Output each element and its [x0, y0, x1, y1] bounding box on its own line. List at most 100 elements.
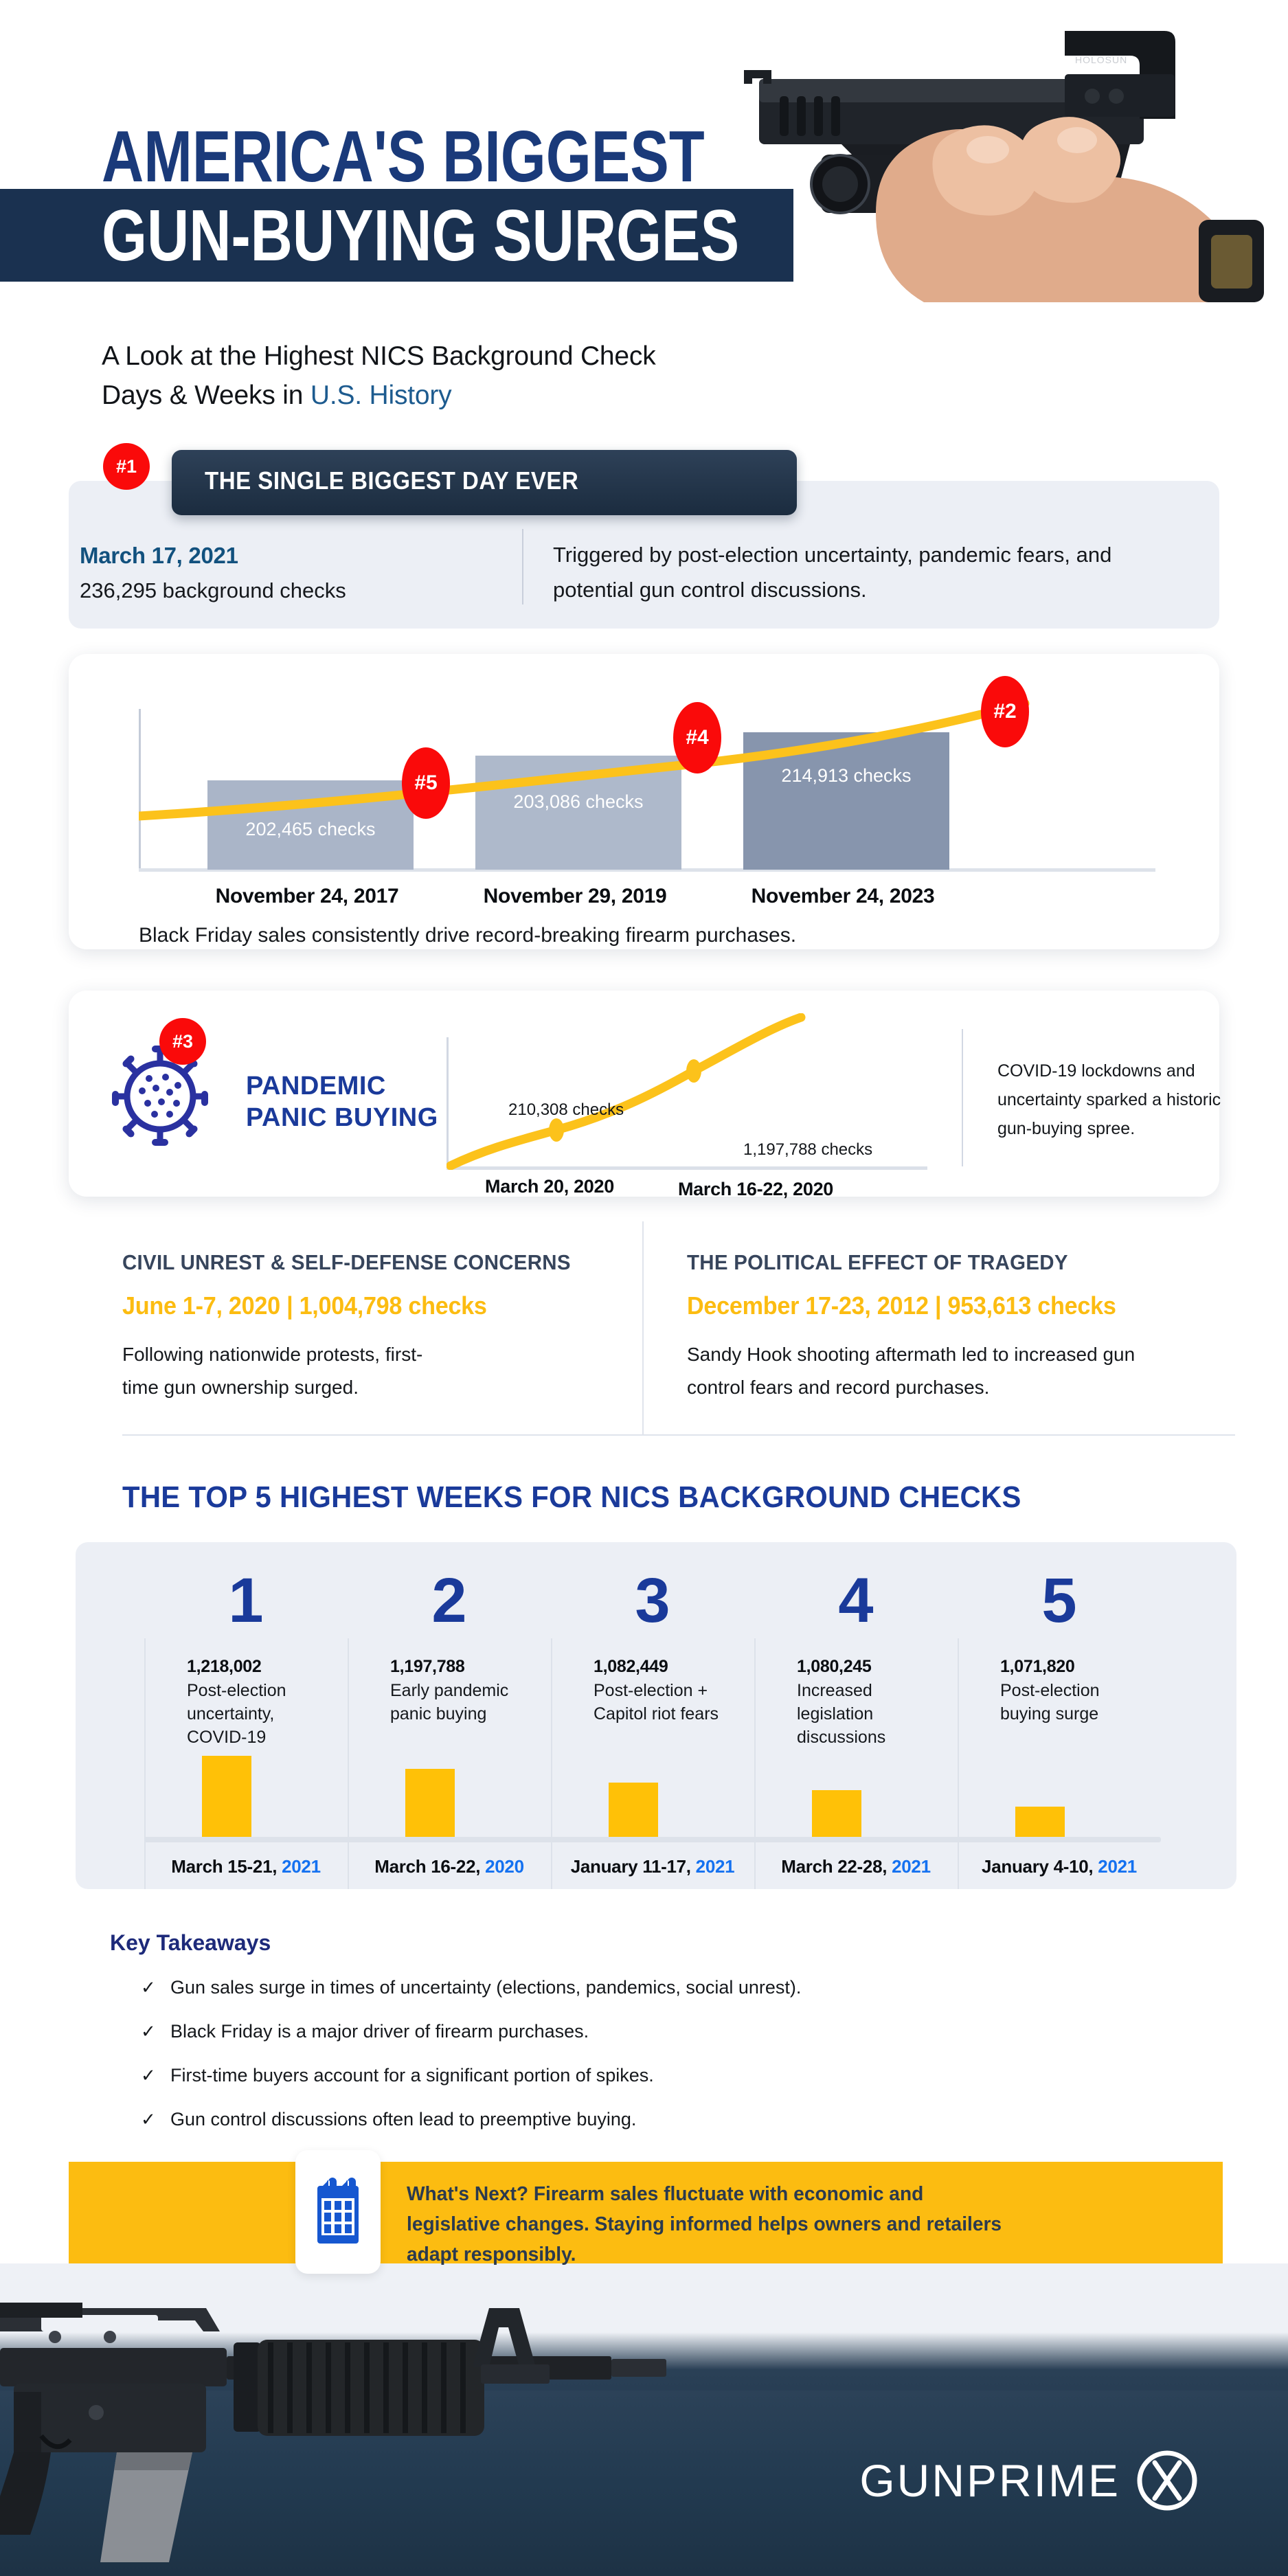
top5-value-3: 1,080,245 [797, 1657, 872, 1676]
brand-logo: GUNPRIME [859, 2449, 1199, 2512]
pandemic-point-label-1: 210,308 checks [508, 1100, 624, 1119]
top5-desc-3: Increased legislation discussions [797, 1681, 886, 1747]
check-icon-3: ✓ [141, 2109, 156, 2129]
top5-xlabel-year-3: 2021 [892, 1856, 931, 1877]
pandemic-xlabel-1: March 20, 2020 [485, 1176, 614, 1197]
single-biggest-day-description: Triggered by post-election uncertainty, … [553, 543, 1112, 602]
black-friday-xlabel-0: November 24, 2017 [215, 885, 399, 907]
pandemic-title: PANDEMIC PANIC BUYING [246, 1070, 438, 1133]
top5-desc-2: Post-election + Capitol riot fears [594, 1681, 719, 1724]
check-icon-1: ✓ [141, 2021, 156, 2042]
top5-barzone-0 [144, 1755, 348, 1838]
key-takeaway-item-1: Black Friday is a major driver of firear… [170, 2021, 589, 2042]
top5-separator-3 [754, 1638, 756, 1889]
top5-value-1: 1,197,788 [390, 1657, 465, 1676]
subtitle-line1: A Look at the Highest NICS Background Ch… [102, 341, 656, 371]
top5-xlabel-4: January 4-10, 2021 [958, 1856, 1161, 1877]
key-takeaway-item-2: First-time buyers account for a signific… [170, 2065, 654, 2086]
top5-xlabel-date-0: March 15-21, [171, 1856, 278, 1877]
top5-axis [144, 1837, 1161, 1842]
key-takeaway-item-3: Gun control discussions often lead to pr… [170, 2109, 637, 2129]
black-friday-bar-2: 214,913 checks [743, 732, 949, 870]
rank-badge-4: #4 [673, 702, 721, 773]
top5-xlabel-year-2: 2021 [695, 1856, 735, 1877]
whats-next-text: What's Next? Firearm sales fluctuate wit… [407, 2183, 1002, 2266]
single-biggest-day-date: March 17, 2021 [80, 543, 238, 568]
key-takeaways-title: Key Takeaways [110, 1930, 271, 1955]
single-biggest-day-heading: THE SINGLE BIGGEST DAY EVER [205, 466, 579, 495]
single-biggest-day-header: THE SINGLE BIGGEST DAY EVER [172, 450, 797, 515]
top5-xlabel-year-0: 2021 [282, 1856, 321, 1877]
single-biggest-day-divider [522, 529, 523, 605]
brand-name: GUNPRIME [859, 2455, 1120, 2506]
black-friday-bar-label-2: 214,913 checks [781, 765, 912, 786]
top5-bar-1 [405, 1769, 455, 1838]
pandemic-trend-line [447, 1013, 806, 1170]
civil-unrest-body-line1: Following nationwide protests, first- [122, 1344, 423, 1365]
top5-title: THE TOP 5 HIGHEST WEEKS FOR NICS BACKGRO… [122, 1480, 1021, 1514]
top5-xlabel-1: March 16-22, 2020 [348, 1856, 551, 1877]
top5-xlabel-0: March 15-21, 2021 [144, 1856, 348, 1877]
black-friday-bar-label-0: 202,465 checks [245, 819, 376, 839]
calendar-icon [317, 2178, 359, 2244]
black-friday-x-axis [139, 868, 1155, 872]
top5-xlabel-3: March 22-28, 2021 [754, 1856, 958, 1877]
subtitle-line2-prefix: Days & Weeks in [102, 381, 310, 410]
page-title-line2: GUN-BUYING SURGES [102, 195, 740, 276]
top5-separator-2 [551, 1638, 552, 1889]
top5-xlabel-date-3: March 22-28, [781, 1856, 888, 1877]
civil-unrest-body-line2: time gun ownership surged. [122, 1377, 359, 1398]
rank-badge-2: #2 [981, 676, 1029, 747]
svg-text:HOLOSUN: HOLOSUN [1075, 54, 1127, 65]
pandemic-divider [962, 1029, 963, 1166]
pistol-in-hands-photo: HOLOSUN TLR-1 HL www.STREAMLIGHT.com [718, 14, 1288, 302]
ar15-rifle-photo [0, 2287, 694, 2576]
top5-separator-4 [958, 1638, 959, 1889]
rank-badge-3: #3 [159, 1018, 206, 1065]
top5-xlabel-year-1: 2020 [485, 1856, 524, 1877]
top5-rank-0: 1 [228, 1566, 264, 1636]
top5-barzone-1 [348, 1755, 551, 1838]
civil-unrest-heading: CIVIL UNREST & SELF-DEFENSE CONCERNS [122, 1250, 571, 1274]
pandemic-title-line1: PANDEMIC [246, 1072, 386, 1100]
black-friday-trend-line [139, 699, 1030, 821]
top5-barzone-4 [958, 1755, 1161, 1838]
pistol-illustration: HOLOSUN TLR-1 HL www.STREAMLIGHT.com [744, 31, 1264, 302]
political-effect-body-line1: Sandy Hook shooting aftermath led to inc… [687, 1344, 1136, 1365]
top5-desc-4: Post-election buying surge [1000, 1681, 1100, 1724]
top5-barzone-2 [551, 1755, 754, 1838]
political-effect-stat: December 17-23, 2012 | 953,613 checks [687, 1291, 1116, 1320]
top5-xlabel-date-4: January 4-10, [982, 1856, 1094, 1877]
pandemic-x-axis [447, 1166, 927, 1170]
pandemic-point-label-2: 1,197,788 checks [743, 1140, 873, 1159]
page-title-line1: AMERICA'S BIGGEST [102, 116, 705, 197]
pandemic-title-line2: PANIC BUYING [246, 1103, 438, 1132]
single-biggest-day-checks: 236,295 background checks [80, 578, 346, 602]
black-friday-xlabel-2: November 24, 2023 [751, 885, 935, 907]
top5-value-0: 1,218,002 [187, 1657, 262, 1676]
hero-navy-band [0, 189, 793, 282]
pandemic-y-axis [447, 1037, 449, 1168]
check-icon-0: ✓ [141, 1977, 156, 1998]
top5-xlabel-year-4: 2021 [1098, 1856, 1137, 1877]
pandemic-xlabel-2: March 16-22, 2020 [677, 1179, 834, 1199]
top5-bar-4 [1015, 1807, 1065, 1838]
black-friday-y-axis [139, 709, 141, 870]
check-icon-2: ✓ [141, 2065, 156, 2086]
two-column-divider [642, 1221, 644, 1434]
subtitle-link[interactable]: U.S. History [310, 381, 452, 410]
top5-separator-1 [348, 1638, 349, 1889]
top5-xlabel-2: January 11-17, 2021 [551, 1856, 754, 1877]
crosshair-logo-icon [1137, 2450, 1197, 2511]
top5-rank-2: 3 [635, 1566, 670, 1636]
top5-desc-0: Post-election uncertainty, COVID-19 [187, 1681, 286, 1747]
civil-unrest-stat: June 1-7, 2020 | 1,004,798 checks [122, 1291, 487, 1320]
two-column-bottom-rule [122, 1434, 1235, 1436]
key-takeaway-item-0: Gun sales surge in times of uncertainty … [170, 1977, 802, 1998]
top5-bar-2 [609, 1783, 658, 1838]
top5-value-2: 1,082,449 [594, 1657, 668, 1676]
top5-rank-3: 4 [838, 1566, 874, 1636]
political-effect-body-line2: control fears and record purchases. [687, 1377, 990, 1398]
rifle-illustration [0, 2303, 666, 2562]
